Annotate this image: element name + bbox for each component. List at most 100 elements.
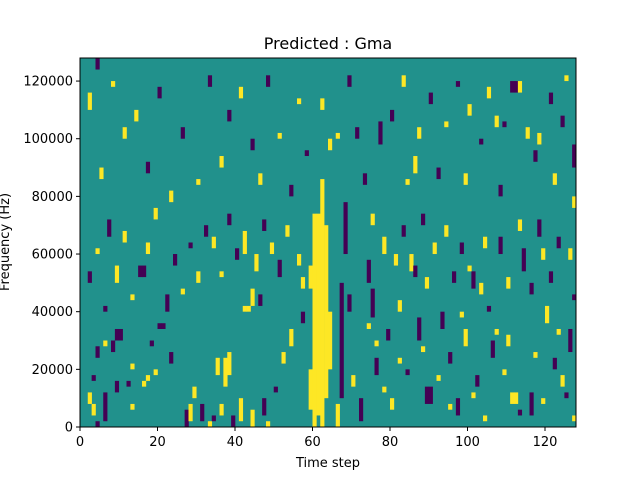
heatmap-cell	[533, 352, 538, 358]
heatmap-cell	[374, 340, 379, 347]
heatmap-cell	[196, 179, 201, 185]
heatmap-cell	[111, 340, 116, 353]
heatmap-cell	[227, 109, 232, 122]
heatmap-cell	[510, 392, 515, 404]
heatmap-cell	[300, 311, 306, 324]
heatmap-cell	[502, 369, 507, 376]
heatmap-cell	[289, 328, 294, 347]
heatmap-cell	[502, 121, 507, 128]
heatmap-cell	[223, 357, 228, 387]
heatmap-cell	[211, 236, 216, 249]
plot-frame	[79, 57, 577, 428]
heatmap-cell	[87, 92, 92, 110]
heatmap-cell	[192, 386, 197, 399]
chart-title: Predicted : Gma	[264, 34, 392, 53]
heatmap-cell	[246, 305, 251, 312]
heatmap-cell	[91, 403, 96, 416]
heatmap-cell	[215, 357, 220, 376]
heatmap-cell	[541, 248, 546, 260]
y-tick-label: 60000	[32, 248, 73, 263]
heatmap-cell	[145, 375, 151, 381]
x-tick-label: 100	[455, 435, 480, 450]
heatmap-cell	[479, 138, 484, 145]
heatmap-cell	[122, 127, 127, 139]
heatmap-cell	[258, 294, 263, 306]
y-tick-label: 100000	[23, 132, 73, 147]
heatmap-cell	[95, 346, 100, 358]
heatmap-cell	[180, 127, 185, 139]
heatmap-cell	[219, 403, 224, 416]
heatmap-cell	[467, 265, 472, 272]
heatmap-cell	[355, 127, 360, 139]
heatmap-cell	[347, 294, 352, 312]
heatmap-cell	[347, 75, 352, 87]
heatmap-cell	[107, 219, 112, 237]
heatmap-cell	[479, 282, 484, 295]
heatmap-cell	[498, 184, 503, 197]
heatmap-cell	[537, 132, 542, 145]
heatmap-cell	[304, 150, 309, 157]
heatmap-cell	[103, 305, 108, 312]
heatmap-cell	[142, 265, 147, 278]
y-tick-label: 0	[65, 421, 73, 436]
heatmap-cell	[413, 265, 418, 278]
heatmap-cell	[145, 242, 151, 255]
heatmap-cell	[463, 328, 468, 347]
heatmap-cell	[87, 392, 92, 404]
heatmap-cell	[397, 357, 402, 364]
heatmap-cell	[300, 277, 306, 289]
heatmap-cell	[328, 311, 333, 370]
heatmap-cell	[207, 75, 213, 87]
heatmap-cell	[475, 375, 480, 387]
heatmap-cell	[99, 167, 104, 180]
heatmap-cell	[556, 236, 561, 249]
heatmap-cell	[351, 375, 356, 387]
heatmap-cell	[95, 248, 100, 255]
heatmap-cell	[545, 305, 550, 324]
heatmap-cell	[114, 265, 120, 283]
heatmap-cell	[297, 98, 302, 105]
heatmap-cell	[486, 86, 492, 99]
x-tick-label: 40	[227, 435, 244, 450]
heatmap-cell	[169, 190, 174, 203]
heatmap-cell	[514, 392, 519, 404]
heatmap-cell	[188, 242, 193, 249]
heatmap-cell	[370, 213, 375, 226]
heatmap-cell	[238, 398, 244, 422]
heatmap-cell	[277, 259, 282, 278]
heatmap-cell	[572, 415, 577, 422]
heatmap-cell	[312, 213, 317, 427]
heatmap-cell	[452, 271, 457, 283]
heatmap-cell	[114, 328, 120, 341]
heatmap-cell	[366, 259, 371, 283]
heatmap-cell	[250, 138, 255, 151]
heatmap-cell	[552, 173, 557, 185]
heatmap-cell	[103, 340, 108, 347]
heatmap-cell	[157, 86, 162, 99]
heatmap-cell	[436, 167, 441, 180]
heatmap-cell	[142, 380, 147, 387]
heatmap-cell	[390, 398, 395, 410]
heatmap-cell	[463, 173, 468, 185]
y-axis-label: Frequency (Hz)	[0, 193, 13, 291]
heatmap-cell	[145, 161, 151, 174]
heatmap-cell	[486, 305, 492, 312]
heatmap-cell	[494, 328, 499, 335]
x-axis: 0 20 40 60 80 100 120	[76, 427, 557, 450]
heatmap-cell	[316, 213, 321, 416]
heatmap-cell	[572, 196, 577, 208]
heatmap-cell	[382, 386, 387, 393]
y-tick-label: 40000	[32, 305, 73, 320]
heatmap-cell	[572, 294, 577, 301]
heatmap-cell	[393, 254, 399, 266]
heatmap-cell	[560, 375, 565, 387]
x-tick-label: 80	[382, 435, 399, 450]
heatmap-cell	[533, 150, 538, 162]
x-tick-label: 20	[149, 435, 166, 450]
heatmap-cell	[568, 328, 573, 353]
heatmap-cell	[374, 357, 379, 376]
heatmap-cell	[320, 98, 325, 110]
heatmap-cell	[424, 277, 430, 289]
heatmap-cell	[339, 282, 344, 399]
heatmap-cell	[258, 173, 263, 185]
